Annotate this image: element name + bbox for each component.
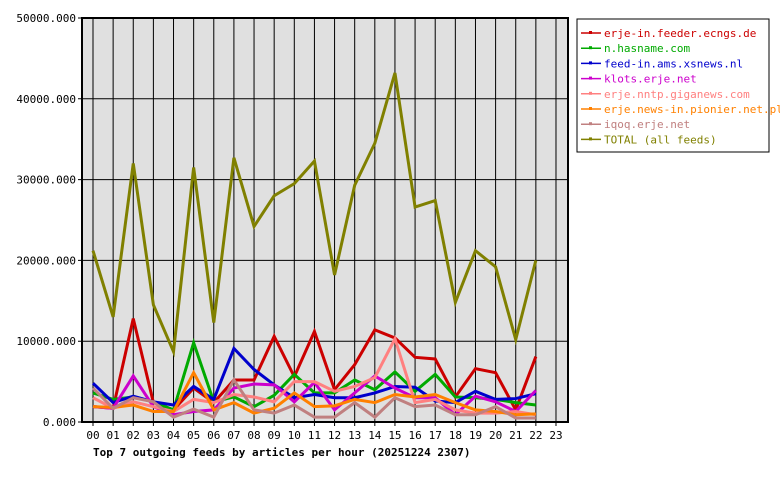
- legend-label: TOTAL (all feeds): [604, 133, 717, 146]
- x-tick-label: 02: [127, 429, 140, 442]
- x-tick-label: 20: [489, 429, 502, 442]
- x-tick-label: 15: [388, 429, 401, 442]
- series-line: [91, 345, 537, 407]
- x-tick-label: 04: [167, 429, 181, 442]
- series-line: [92, 334, 537, 417]
- x-tick-label: 16: [408, 429, 421, 442]
- legend-label: klots.erje.net: [604, 73, 697, 86]
- legend-label: n.hasname.com: [604, 42, 690, 55]
- legend-marker: [589, 46, 592, 50]
- series-line: [91, 377, 536, 420]
- x-tick-label: 23: [549, 429, 562, 442]
- legend-marker: [589, 122, 592, 126]
- x-tick-label: 21: [509, 429, 522, 442]
- x-tick-label: 03: [147, 429, 160, 442]
- legend-marker: [589, 107, 592, 110]
- x-tick-label: 14: [368, 429, 382, 442]
- legend-marker: [589, 137, 592, 141]
- grid: [78, 17, 568, 426]
- y-tick-label: 0.000: [43, 416, 76, 429]
- x-tick-label: 00: [86, 429, 99, 442]
- x-tick-label: 17: [429, 429, 442, 442]
- x-tick-label: 01: [107, 429, 120, 442]
- x-axis: 00 01 02 03 04 05 06 07 08 09 10 11 12 13 14 15 16 17 18 19…: [86, 429, 562, 442]
- y-axis: 0.000 10000.000 20000.000 30000.000 40000.00…: [16, 12, 76, 429]
- x-tick-label: 09: [268, 429, 281, 442]
- legend-label: iqoq.erje.net: [604, 118, 690, 131]
- series-lines: [91, 72, 538, 420]
- x-tick-label: 12: [328, 429, 341, 442]
- x-tick-label: 13: [348, 429, 361, 442]
- legend-label: feed-in.ams.xsnews.nl: [604, 57, 743, 70]
- legend-marker: [589, 31, 592, 34]
- legend-marker: [589, 61, 592, 65]
- y-tick-label: 40000.000: [16, 93, 76, 106]
- x-tick-label: 08: [247, 429, 260, 442]
- x-tick-label: 06: [207, 429, 220, 442]
- x-tick-label: 05: [187, 429, 200, 442]
- x-tick-label: 19: [469, 429, 482, 442]
- legend-box: [576, 18, 770, 153]
- x-tick-label: 07: [227, 429, 240, 442]
- x-tick-label: 22: [529, 429, 542, 442]
- legend-label: erje.news-in.pionier.net.pl: [604, 103, 780, 116]
- legend-marker: [589, 76, 592, 80]
- legend-label: erje.nntp.giganews.com: [604, 88, 750, 101]
- y-tick-label: 10000.000: [16, 335, 76, 348]
- y-tick-label: 30000.000: [16, 174, 76, 187]
- y-tick-label: 20000.000: [16, 254, 76, 267]
- x-tick-label: 11: [308, 429, 321, 442]
- legend: erje-in.feeder.ecngs.de n.hasname.com feed…: [581, 27, 780, 146]
- chart-title: Top 7 outgoing feeds by articles per hou…: [93, 446, 471, 459]
- series-line: [91, 72, 538, 358]
- x-tick-label: 10: [288, 429, 301, 442]
- x-tick-label: 18: [449, 429, 462, 442]
- legend-marker: [589, 91, 592, 95]
- legend-label: erje-in.feeder.ecngs.de: [604, 27, 756, 40]
- y-tick-label: 50000.000: [16, 12, 76, 25]
